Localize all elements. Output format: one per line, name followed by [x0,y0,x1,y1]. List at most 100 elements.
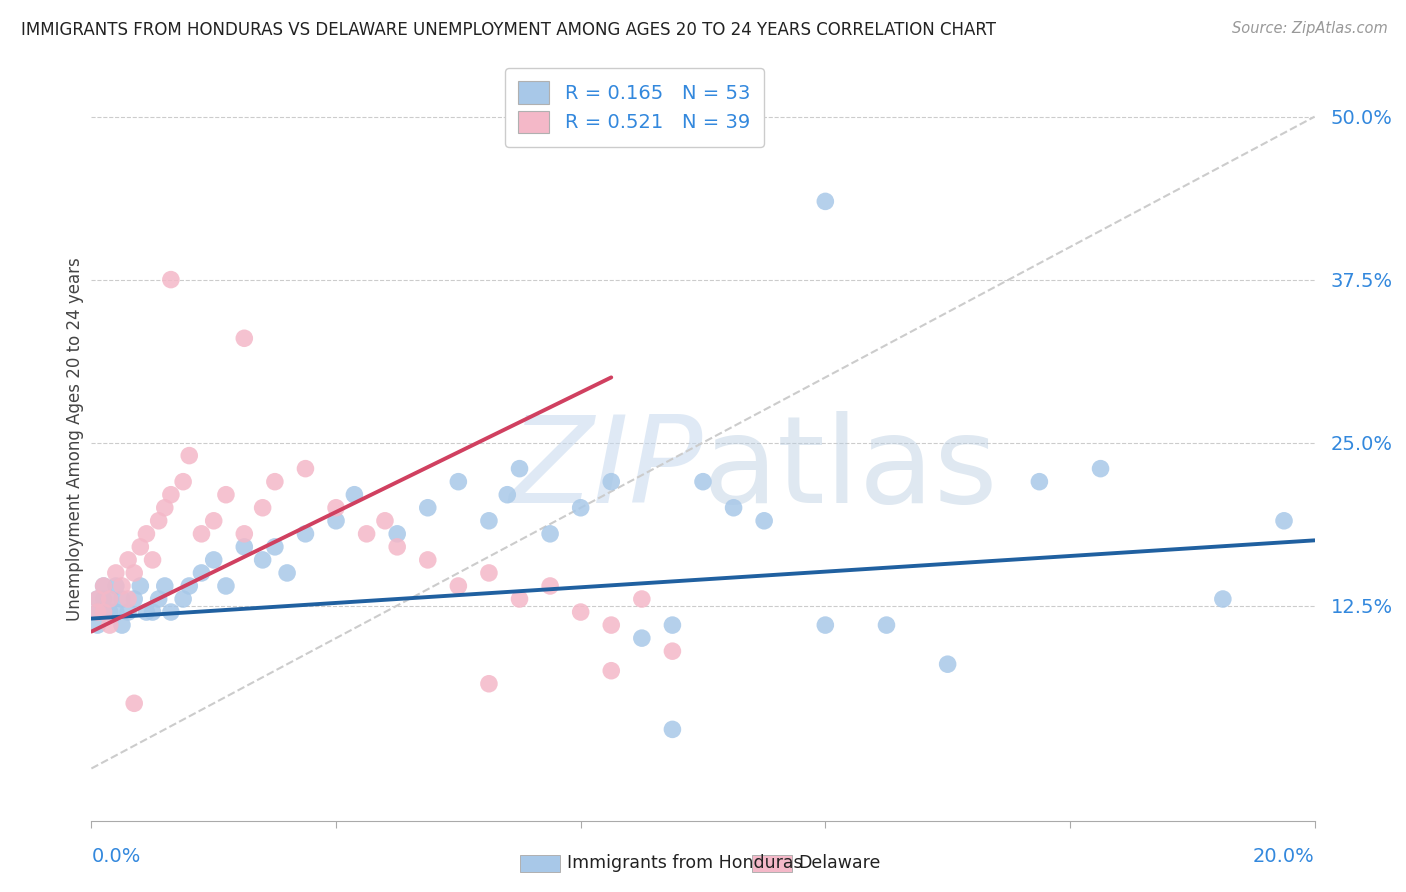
Point [356,526,378,541]
Point [325,514,347,528]
Point [661,723,683,737]
Point [104,579,127,593]
Point [496,488,519,502]
Text: 20.0%: 20.0% [1253,847,1315,866]
Point [202,514,225,528]
Point [86,605,108,619]
Point [86,618,108,632]
Text: Immigrants from Honduras: Immigrants from Honduras [567,855,803,872]
Point [325,500,347,515]
Point [416,500,439,515]
Point [1028,475,1050,489]
Legend: R = 0.165   N = 53, R = 0.521   N = 39: R = 0.165 N = 53, R = 0.521 N = 39 [505,68,763,146]
Text: Delaware: Delaware [799,855,882,872]
Point [86,592,108,607]
Point [936,657,959,672]
Point [294,526,316,541]
Point [172,592,194,607]
Point [569,500,592,515]
Point [141,605,163,619]
Point [117,605,139,619]
Point [343,488,366,502]
Text: atlas: atlas [703,411,998,528]
Point [385,526,409,541]
Point [661,644,683,658]
Point [600,664,623,678]
Point [569,605,592,619]
Point [93,592,115,607]
Text: IMMIGRANTS FROM HONDURAS VS DELAWARE UNEMPLOYMENT AMONG AGES 20 TO 24 YEARS CORR: IMMIGRANTS FROM HONDURAS VS DELAWARE UNE… [21,21,995,39]
Point [129,540,152,554]
Point [252,553,274,567]
Point [135,526,157,541]
Point [172,475,194,489]
Point [374,514,396,528]
Point [233,331,256,345]
Point [631,592,654,607]
Point [98,618,121,632]
Point [478,566,501,580]
Point [190,526,212,541]
Point [509,461,531,475]
Point [179,579,201,593]
Point [661,618,683,632]
Point [86,592,108,607]
Point [122,696,145,710]
Point [600,475,623,489]
Point [416,553,439,567]
Point [875,618,898,632]
Point [148,592,170,607]
Point [98,592,121,607]
Point [814,194,837,209]
Point [631,631,654,645]
Point [160,605,183,619]
Point [215,579,238,593]
Point [129,579,152,593]
Point [202,553,225,567]
Point [294,461,316,475]
Point [111,618,134,632]
Point [190,566,212,580]
Point [264,540,287,554]
Point [135,605,157,619]
Point [148,514,170,528]
Point [1212,592,1234,607]
Point [141,553,163,567]
Point [447,475,470,489]
Point [98,592,121,607]
Point [93,579,115,593]
Point [104,566,127,580]
Point [447,579,470,593]
Text: ZIP: ZIP [509,411,703,528]
Point [509,592,531,607]
Y-axis label: Unemployment Among Ages 20 to 24 years: Unemployment Among Ages 20 to 24 years [66,258,84,621]
Point [122,592,145,607]
Point [98,605,121,619]
Point [160,272,183,286]
Point [111,592,134,607]
Point [814,618,837,632]
Point [153,500,176,515]
Point [160,488,183,502]
Point [117,553,139,567]
Point [276,566,298,580]
Point [478,514,501,528]
Point [723,500,745,515]
Point [104,605,127,619]
Point [153,579,176,593]
Point [117,592,139,607]
Point [93,605,115,619]
Point [111,579,134,593]
Point [86,605,108,619]
Point [233,526,256,541]
Point [1090,461,1112,475]
Point [692,475,714,489]
Point [233,540,256,554]
Point [264,475,287,489]
Point [754,514,776,528]
Text: 0.0%: 0.0% [91,847,141,866]
Point [179,449,201,463]
Point [538,579,561,593]
Point [1272,514,1295,528]
Point [93,579,115,593]
